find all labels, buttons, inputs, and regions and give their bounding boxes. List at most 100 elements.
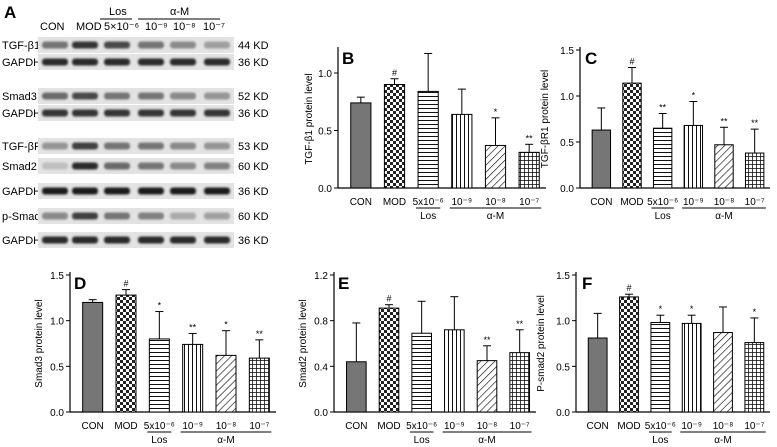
blot-band	[170, 142, 196, 150]
group-label-los: Los	[414, 435, 430, 446]
blot-protein-label: TGF-βR1	[2, 141, 48, 153]
blot-row-4: TGF-βR1 53 KD	[2, 138, 269, 154]
blot-membrane-strip	[38, 105, 234, 121]
blot-band	[104, 41, 130, 49]
blot-band	[42, 236, 68, 244]
category-label: CON	[350, 197, 372, 208]
blot-band	[204, 92, 230, 100]
blot-band	[170, 109, 196, 117]
blot-kd-label: 36 KD	[238, 235, 269, 247]
bar-5x10	[650, 321, 671, 413]
blot-protein-label: GAPDH	[2, 235, 41, 247]
blot-band	[42, 162, 68, 170]
bar-10	[484, 144, 507, 189]
lane-label-am-1e9: 10⁻⁹	[145, 21, 168, 33]
blot-protein-label: GAPDH	[2, 57, 41, 69]
y-tick-label: 0.0	[556, 408, 570, 419]
bar-10	[518, 151, 540, 189]
blot-kd-label: 44 KD	[238, 40, 269, 52]
bar-chart-e: E Smad2 protein level 0.0 0.4 0.8 1.2 CON # MOD 5…	[298, 271, 536, 446]
y-axis-label: Smad2 protein level	[298, 299, 309, 387]
blot-kd-label: 52 KD	[238, 91, 269, 103]
y-tick-label: 0.5	[556, 362, 570, 373]
blot-band	[138, 162, 164, 170]
panel-letter: E	[338, 274, 349, 293]
category-label: CON	[587, 421, 609, 432]
y-tick-label: 0.4	[314, 362, 328, 373]
significance-mark: *	[692, 91, 696, 101]
blot-row-5: Smad2 60 KD	[2, 158, 269, 174]
blot-protein-label: GAPDH	[2, 108, 41, 120]
group-label-los: Los	[655, 211, 671, 222]
category-label: MOD	[377, 421, 400, 432]
bar-con	[346, 361, 367, 413]
group-label-am: α-M	[715, 211, 732, 222]
significance-mark: #	[386, 294, 391, 304]
bar-10	[744, 342, 765, 413]
category-label: 10⁻⁸	[713, 421, 734, 432]
blot-protein-label: p-Smad2	[2, 211, 47, 223]
blot-kd-label: 60 KD	[238, 161, 269, 173]
bar-10	[444, 329, 465, 413]
blot-protein-label: TGF-β1	[2, 40, 40, 52]
significance-mark: *	[224, 320, 228, 330]
category-label: 10⁻⁸	[477, 421, 498, 432]
blot-kd-label: 60 KD	[238, 211, 269, 223]
blot-band	[72, 142, 98, 150]
bar-mod	[115, 294, 137, 413]
blot-membrane-strip	[38, 88, 234, 104]
blot-band	[72, 41, 98, 49]
blot-row-7: p-Smad2 60 KD	[2, 208, 269, 224]
panel-letter-a: A	[4, 3, 16, 22]
category-label: MOD	[617, 421, 640, 432]
bar-10	[713, 332, 733, 413]
blot-band	[170, 58, 196, 66]
lane-label-con: CON	[40, 21, 65, 33]
blot-band	[42, 142, 68, 150]
y-tick-label: 0.0	[318, 184, 332, 195]
blot-membrane-strip	[38, 54, 234, 70]
bar-chart-b: B TGF-β1 protein level 0.0 0.5 1.0 CON # MOD 5x1…	[304, 47, 546, 222]
bar-chart-f: F P-smad2 protein level 0.0 0.5 1.0 1.5 CON # MO…	[536, 271, 770, 446]
significance-mark: #	[123, 279, 128, 289]
category-label: 10⁻⁹	[681, 421, 702, 432]
bar-5x10	[652, 127, 673, 189]
category-label: 5x10⁻⁶	[413, 197, 444, 208]
blot-row-8: GAPDH 36 KD	[2, 232, 269, 248]
blot-band	[42, 58, 68, 66]
category-label: 5x10⁻⁶	[647, 197, 678, 208]
bar-chart-c: C TGF-βR1 protein level 0.0 0.5 1.0 1.5 CON # MO…	[540, 46, 770, 222]
category-label: CON	[345, 421, 367, 432]
blot-band	[104, 92, 130, 100]
blot-band	[104, 109, 130, 117]
significance-mark: **	[483, 335, 491, 345]
bar-10	[182, 343, 204, 413]
blot-band	[72, 187, 98, 195]
blot-protein-label: Smad3	[2, 91, 37, 103]
significance-mark: *	[158, 301, 162, 311]
significance-mark: **	[751, 118, 759, 128]
lane-label-mod: MOD	[76, 21, 102, 33]
category-label: CON	[82, 421, 104, 432]
bar-5x10	[148, 338, 170, 413]
blot-band	[204, 142, 230, 150]
blot-row-2: Smad3 52 KD	[2, 88, 269, 104]
y-tick-label: 1.5	[560, 46, 574, 57]
bar-mod	[622, 82, 642, 189]
category-label: 5x10⁻⁶	[144, 421, 175, 432]
bar-mod	[378, 307, 400, 413]
western-blot-panel: A CON MOD Los 5×10⁻⁶ α-M 10⁻⁹ 10⁻⁸ 10⁻⁷ …	[2, 3, 269, 248]
category-label: 10⁻⁷	[510, 421, 530, 432]
bar-10	[215, 354, 237, 413]
bar-con	[587, 337, 608, 413]
significance-mark: **	[256, 329, 264, 339]
blot-band	[204, 187, 230, 195]
blot-band	[72, 212, 98, 220]
blot-band	[170, 92, 196, 100]
blot-kd-label: 36 KD	[238, 186, 269, 198]
group-label-am: α-M	[487, 211, 504, 222]
blot-band	[204, 109, 230, 117]
bar-10	[451, 113, 473, 189]
blot-band	[42, 212, 68, 220]
category-label: MOD	[620, 197, 643, 208]
